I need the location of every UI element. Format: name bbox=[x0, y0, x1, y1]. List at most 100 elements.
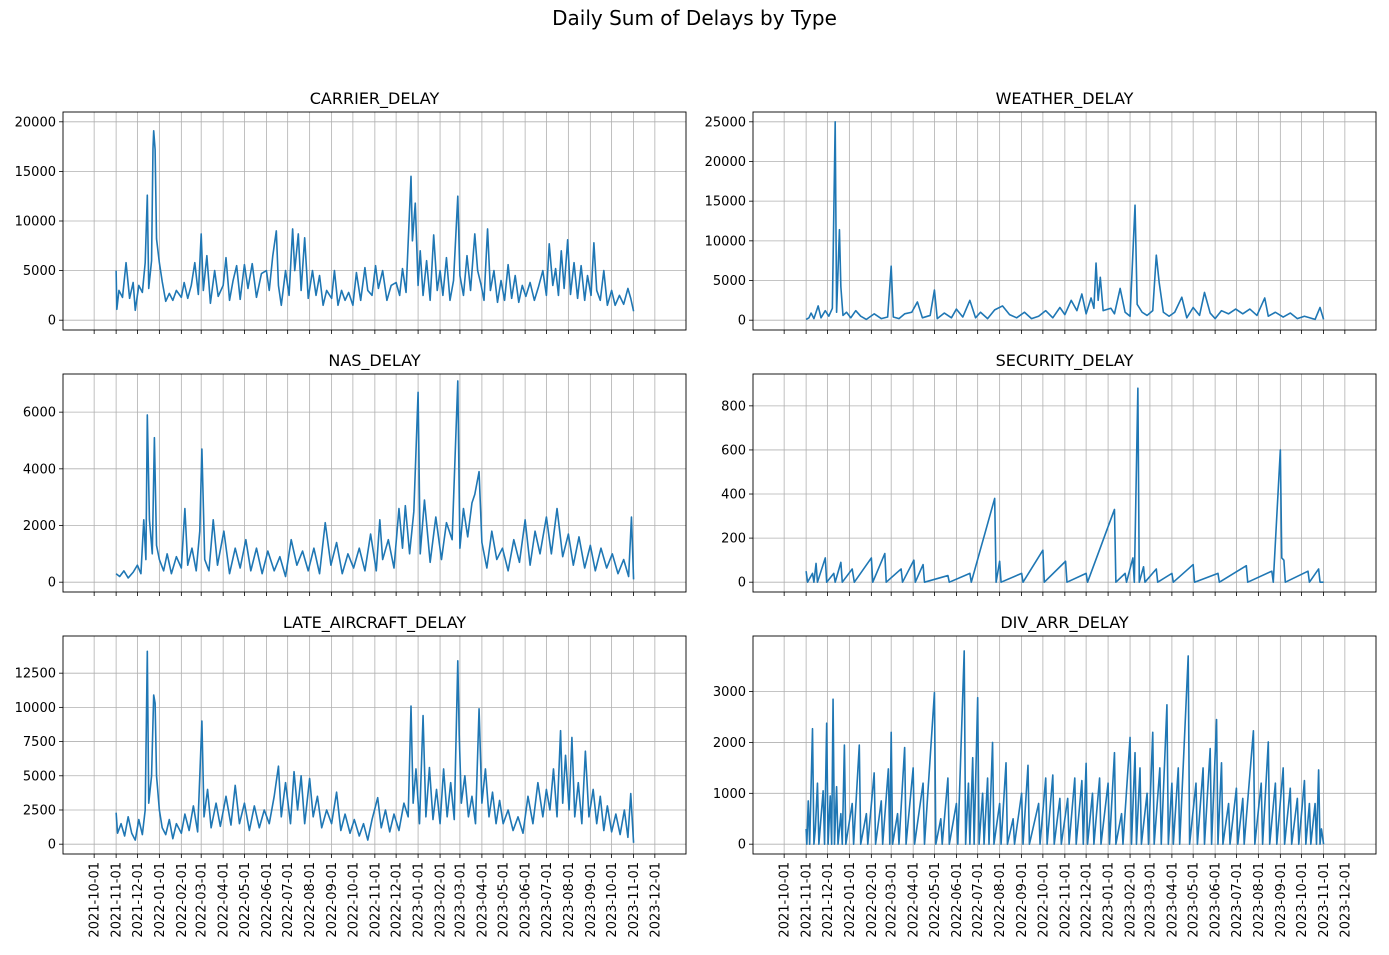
y-tick-label: 5000 bbox=[23, 264, 56, 279]
x-tick-label: 2021-12-01 bbox=[131, 862, 146, 938]
x-tick-label: 2022-07-01 bbox=[971, 862, 986, 938]
y-tick-label: 15000 bbox=[15, 165, 56, 180]
axes-frame bbox=[62, 635, 687, 855]
x-tick-label: 2022-04-01 bbox=[217, 862, 232, 938]
y-tick-label: 6000 bbox=[23, 406, 56, 421]
x-tick-label: 2023-06-01 bbox=[1209, 862, 1224, 938]
y-tick-label: 3000 bbox=[713, 685, 746, 700]
subplot-div-arr-delay: 2021-10-01 2021-11-01 2021-12-01 2022-01-01… bbox=[713, 613, 1377, 938]
x-tick-label: 2023-04-01 bbox=[1165, 862, 1180, 938]
x-tick-label: 2023-07-01 bbox=[1230, 862, 1245, 938]
subplot-carrier-delay: 0 5000 10000 15000 20000 CARRIER_DELAY bbox=[15, 89, 687, 334]
y-tick-label: 10000 bbox=[705, 234, 746, 249]
y-tick-label: 1000 bbox=[713, 787, 746, 802]
x-tick-label: 2023-09-01 bbox=[1274, 862, 1289, 938]
series-line bbox=[115, 650, 635, 843]
x-tick-label: 2022-09-01 bbox=[325, 862, 340, 938]
x-tick-label: 2022-08-01 bbox=[993, 862, 1008, 938]
x-tick-label: 2022-01-01 bbox=[843, 862, 858, 938]
x-tick-label: 2022-10-01 bbox=[346, 862, 361, 938]
y-tick-label: 400 bbox=[721, 488, 746, 503]
y-tick-label: 5000 bbox=[713, 274, 746, 289]
subplot-title: WEATHER_DELAY bbox=[996, 89, 1134, 109]
subplot-title: NAS_DELAY bbox=[328, 351, 420, 371]
series-line bbox=[805, 650, 1325, 845]
y-tick-label: 25000 bbox=[705, 115, 746, 130]
x-tick-label: 2023-12-01 bbox=[1338, 862, 1353, 938]
series-line bbox=[805, 387, 1324, 583]
x-tick-label: 2023-08-01 bbox=[562, 862, 577, 938]
x-tick-label: 2022-11-01 bbox=[1058, 862, 1073, 938]
figure-title: Daily Sum of Delays by Type bbox=[552, 6, 837, 30]
x-tick-label: 2022-09-01 bbox=[1015, 862, 1030, 938]
x-tick-label: 2023-09-01 bbox=[584, 862, 599, 938]
x-tick-label: 2023-03-01 bbox=[453, 862, 468, 938]
x-tick-label: 2021-10-01 bbox=[778, 862, 793, 938]
axes-frame bbox=[62, 111, 687, 331]
y-tick-label: 7500 bbox=[23, 735, 56, 750]
y-tick-label: 0 bbox=[738, 576, 746, 591]
subplot-nas-delay: 0 2000 4000 6000 NAS_DELAY bbox=[23, 351, 687, 596]
y-tick-label: 800 bbox=[721, 399, 746, 414]
x-tick-label: 2023-02-01 bbox=[434, 862, 449, 938]
x-tick-label: 2022-03-01 bbox=[885, 862, 900, 938]
y-tick-label: 0 bbox=[48, 576, 56, 591]
y-tick-label: 20000 bbox=[705, 155, 746, 170]
x-tick-label: 2023-12-01 bbox=[648, 862, 663, 938]
series-line bbox=[115, 129, 635, 312]
y-tick-label: 0 bbox=[738, 314, 746, 329]
x-tick-label: 2023-07-01 bbox=[540, 862, 555, 938]
x-tick-label: 2023-05-01 bbox=[1187, 862, 1202, 938]
x-tick-label: 2023-04-01 bbox=[475, 862, 490, 938]
subplot-title: DIV_ARR_DELAY bbox=[1000, 613, 1129, 633]
x-tick-label: 2023-01-01 bbox=[1102, 862, 1117, 938]
x-tick-label: 2022-12-01 bbox=[390, 862, 405, 938]
y-tick-label: 20000 bbox=[15, 115, 56, 130]
x-tick-label: 2023-03-01 bbox=[1143, 862, 1158, 938]
x-tick-label: 2021-12-01 bbox=[821, 862, 836, 938]
x-tick-label: 2022-02-01 bbox=[175, 862, 190, 938]
x-tick-label: 2022-03-01 bbox=[195, 862, 210, 938]
subplot-security-delay: 0 200 400 600 800 SECURITY_DELAY bbox=[721, 351, 1377, 596]
x-tick-label: 2022-05-01 bbox=[238, 862, 253, 938]
y-tick-label: 4000 bbox=[23, 462, 56, 477]
y-tick-label: 2000 bbox=[713, 736, 746, 751]
x-tick-label: 2021-10-01 bbox=[88, 862, 103, 938]
subplot-late-aircraft-delay: 2021-10-01 2021-11-01 2021-12-01 2022-01-01… bbox=[15, 613, 687, 938]
x-tick-label: 2022-10-01 bbox=[1036, 862, 1051, 938]
x-tick-label: 2022-07-01 bbox=[281, 862, 296, 938]
axes-frame bbox=[752, 373, 1377, 593]
y-tick-label: 2500 bbox=[23, 803, 56, 818]
y-tick-label: 0 bbox=[48, 838, 56, 853]
subplot-title: LATE_AIRCRAFT_DELAY bbox=[283, 613, 467, 633]
subplot-weather-delay: 0 5000 10000 15000 20000 25000 WEATHER_DELAY bbox=[705, 89, 1377, 334]
x-tick-label: 2021-11-01 bbox=[110, 862, 125, 938]
axes-frame bbox=[752, 635, 1377, 855]
x-tick-label: 2022-05-01 bbox=[928, 862, 943, 938]
y-tick-label: 10000 bbox=[15, 215, 56, 230]
series-line bbox=[805, 121, 1325, 321]
x-tick-label: 2023-05-01 bbox=[497, 862, 512, 938]
subplot-title: SECURITY_DELAY bbox=[996, 351, 1134, 371]
y-tick-label: 15000 bbox=[705, 195, 746, 210]
y-tick-label: 5000 bbox=[23, 769, 56, 784]
x-tick-label: 2022-04-01 bbox=[907, 862, 922, 938]
x-tick-label: 2022-06-01 bbox=[950, 862, 965, 938]
x-tick-label: 2022-06-01 bbox=[260, 862, 275, 938]
x-tick-label: 2023-10-01 bbox=[1295, 862, 1310, 938]
y-tick-label: 2000 bbox=[23, 519, 56, 534]
y-tick-label: 0 bbox=[738, 838, 746, 853]
x-tick-label: 2022-01-01 bbox=[153, 862, 168, 938]
x-tick-label: 2023-02-01 bbox=[1124, 862, 1139, 938]
x-tick-label: 2023-01-01 bbox=[412, 862, 427, 938]
x-tick-label: 2021-11-01 bbox=[800, 862, 815, 938]
x-tick-label: 2023-11-01 bbox=[627, 862, 642, 938]
x-tick-label: 2022-11-01 bbox=[368, 862, 383, 938]
subplots-grid: 05000100001500020000CARRIER_DELAY0500010… bbox=[15, 89, 1377, 938]
y-tick-label: 600 bbox=[721, 443, 746, 458]
y-tick-label: 10000 bbox=[15, 701, 56, 716]
axes-frame bbox=[62, 373, 687, 593]
axes-frame bbox=[752, 111, 1377, 331]
y-tick-label: 0 bbox=[48, 314, 56, 329]
